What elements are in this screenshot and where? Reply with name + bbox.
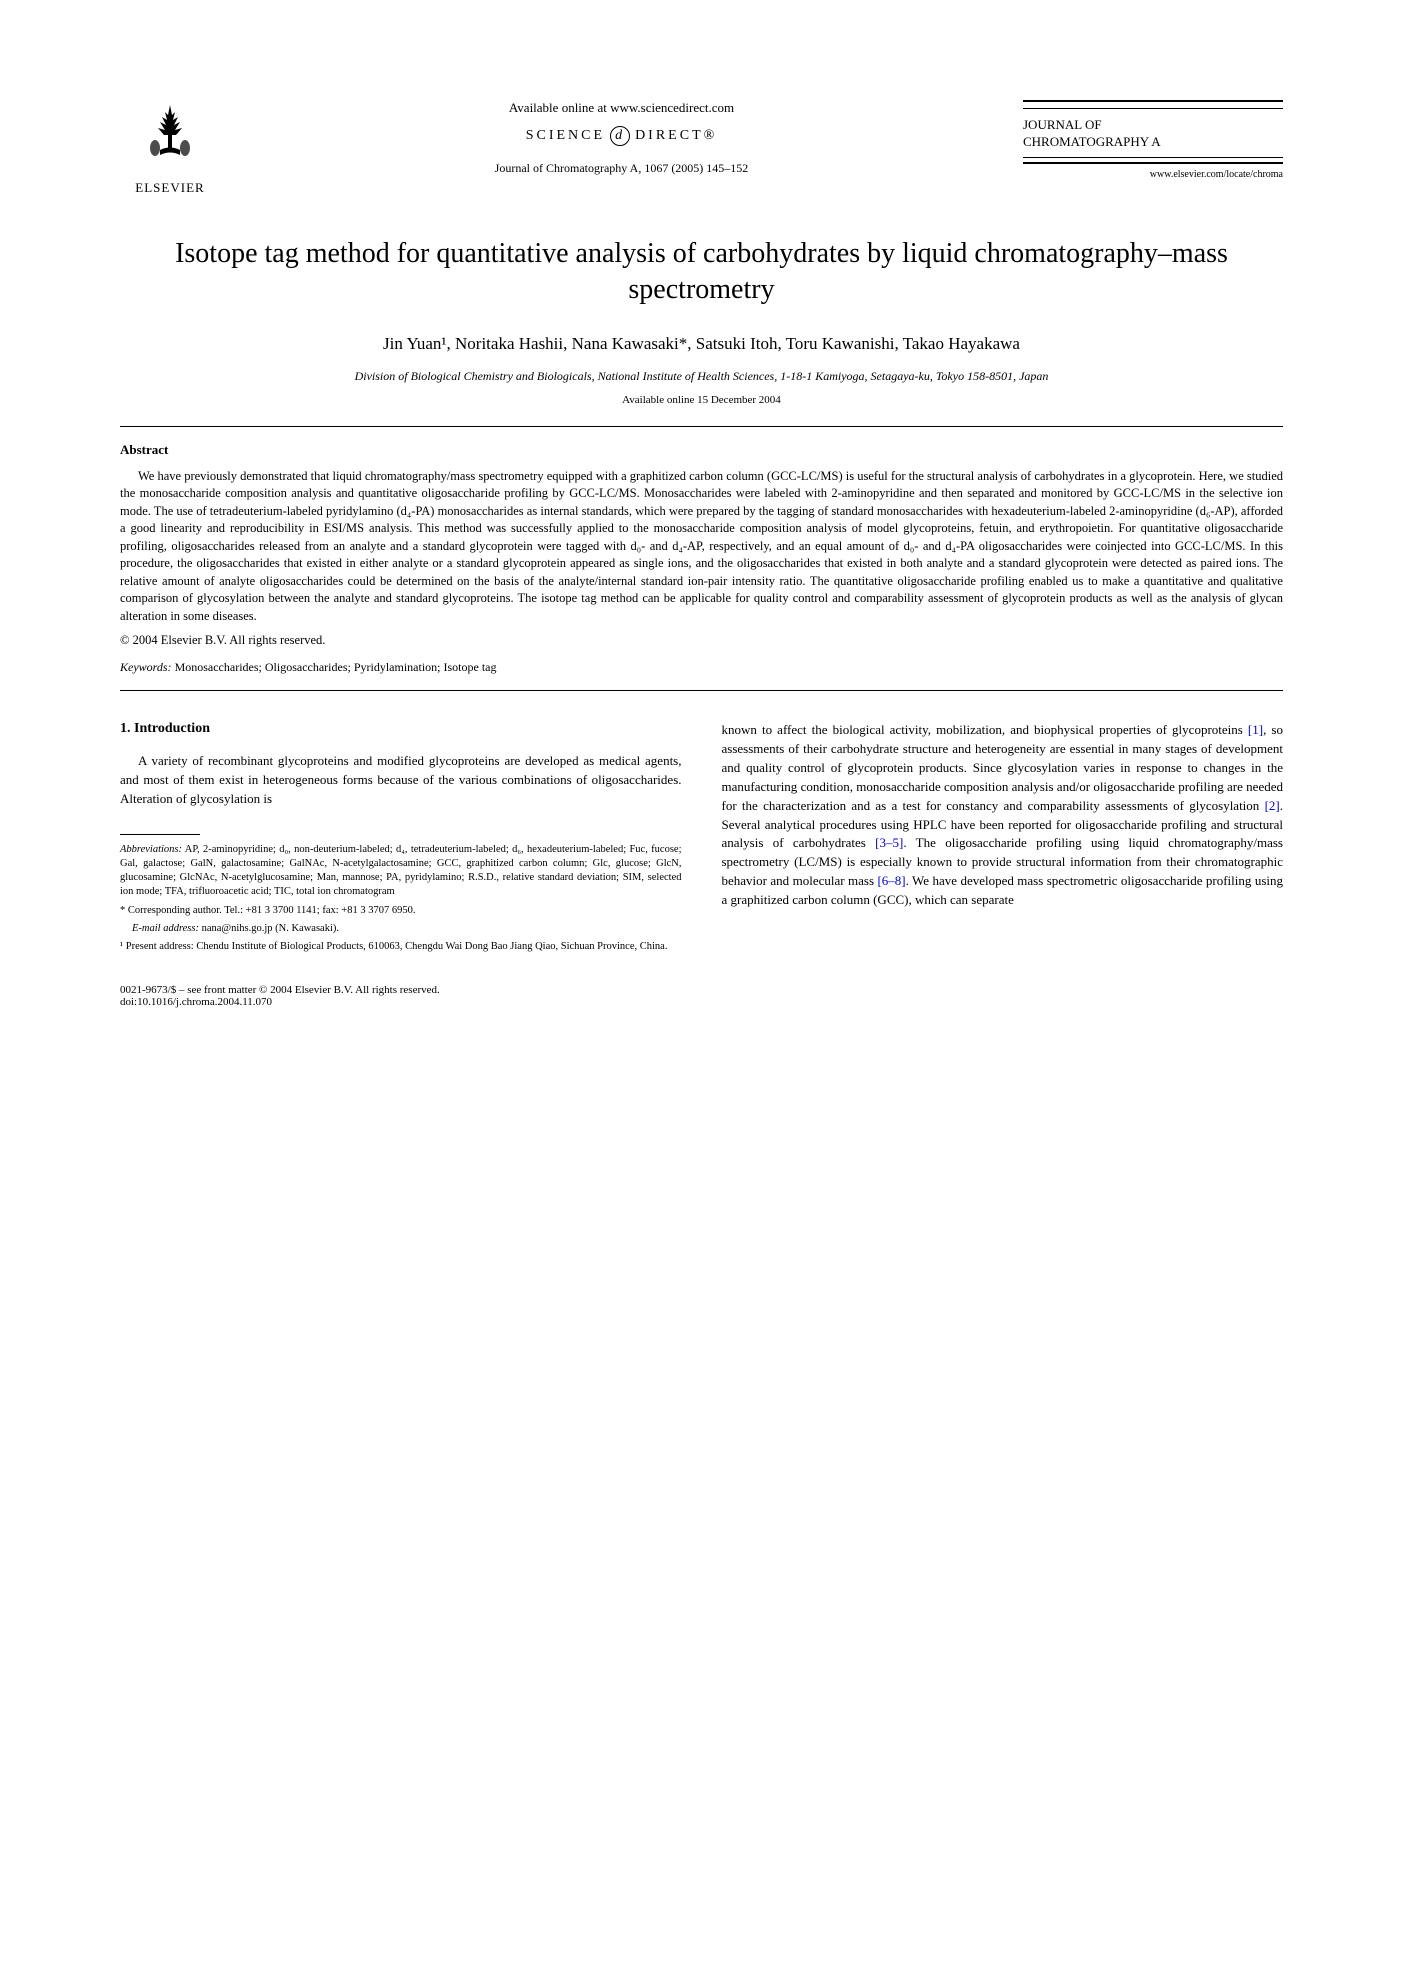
present-address-footnote: ¹ Present address: Chendu Institute of B… xyxy=(120,940,682,954)
center-header: Available online at www.sciencedirect.co… xyxy=(220,100,1023,176)
article-title: Isotope tag method for quantitative anal… xyxy=(120,236,1283,309)
doi-section: 0021-9673/$ – see front matter © 2004 El… xyxy=(120,984,682,1008)
abbreviations-footnote: Abbreviations: AP, 2-aminopyridine; d₀, … xyxy=(120,843,682,900)
elsevier-label: ELSEVIER xyxy=(120,180,220,196)
keywords-label: Keywords: xyxy=(120,660,172,674)
elsevier-tree-icon xyxy=(140,100,200,170)
abstract-heading: Abstract xyxy=(120,442,1283,458)
left-column: 1. Introduction A variety of recombinant… xyxy=(120,721,682,1008)
journal-box: JOURNAL OF CHROMATOGRAPHY A www.elsevier… xyxy=(1023,100,1283,180)
affiliation: Division of Biological Chemistry and Bio… xyxy=(120,369,1283,384)
journal-reference: Journal of Chromatography A, 1067 (2005)… xyxy=(250,161,993,176)
divider xyxy=(120,690,1283,691)
footnote-separator xyxy=(120,834,200,835)
ref-link-2[interactable]: [2] xyxy=(1265,798,1280,813)
corresponding-footnote: * Corresponding author. Tel.: +81 3 3700… xyxy=(120,904,682,918)
header-section: ELSEVIER Available online at www.science… xyxy=(120,100,1283,196)
intro-para1: A variety of recombinant glycoproteins a… xyxy=(120,752,682,809)
elsevier-logo: ELSEVIER xyxy=(120,100,220,196)
divider xyxy=(120,426,1283,427)
abstract-text: We have previously demonstrated that liq… xyxy=(120,468,1283,626)
ref-link-3[interactable]: [3–5] xyxy=(875,835,903,850)
journal-url[interactable]: www.elsevier.com/locate/chroma xyxy=(1023,169,1283,180)
authors: Jin Yuan¹, Noritaka Hashii, Nana Kawasak… xyxy=(120,334,1283,354)
journal-name: JOURNAL OF CHROMATOGRAPHY A xyxy=(1023,111,1283,157)
ref-link-4[interactable]: [6–8] xyxy=(877,873,905,888)
intro-para2: known to affect the biological activity,… xyxy=(722,721,1284,909)
doi-line1: 0021-9673/$ – see front matter © 2004 El… xyxy=(120,984,682,996)
science-direct-logo: SCIENCE d DIRECT® xyxy=(250,126,993,146)
keywords: Keywords: Monosaccharides; Oligosacchari… xyxy=(120,660,1283,675)
sd-icon: d xyxy=(610,126,630,146)
available-online-text: Available online at www.sciencedirect.co… xyxy=(250,100,993,116)
introduction-heading: 1. Introduction xyxy=(120,721,682,737)
right-column: known to affect the biological activity,… xyxy=(722,721,1284,1008)
sd-right: DIRECT® xyxy=(635,128,717,144)
email-footnote: E-mail address: nana@nihs.go.jp (N. Kawa… xyxy=(120,922,682,936)
date-available: Available online 15 December 2004 xyxy=(120,394,1283,406)
keywords-text: Monosaccharides; Oligosaccharides; Pyrid… xyxy=(172,660,497,674)
ref-link-1[interactable]: [1] xyxy=(1248,722,1263,737)
copyright: © 2004 Elsevier B.V. All rights reserved… xyxy=(120,633,1283,648)
doi-line2: doi:10.1016/j.chroma.2004.11.070 xyxy=(120,996,682,1008)
sd-left: SCIENCE xyxy=(526,128,605,144)
two-column-layout: 1. Introduction A variety of recombinant… xyxy=(120,721,1283,1008)
